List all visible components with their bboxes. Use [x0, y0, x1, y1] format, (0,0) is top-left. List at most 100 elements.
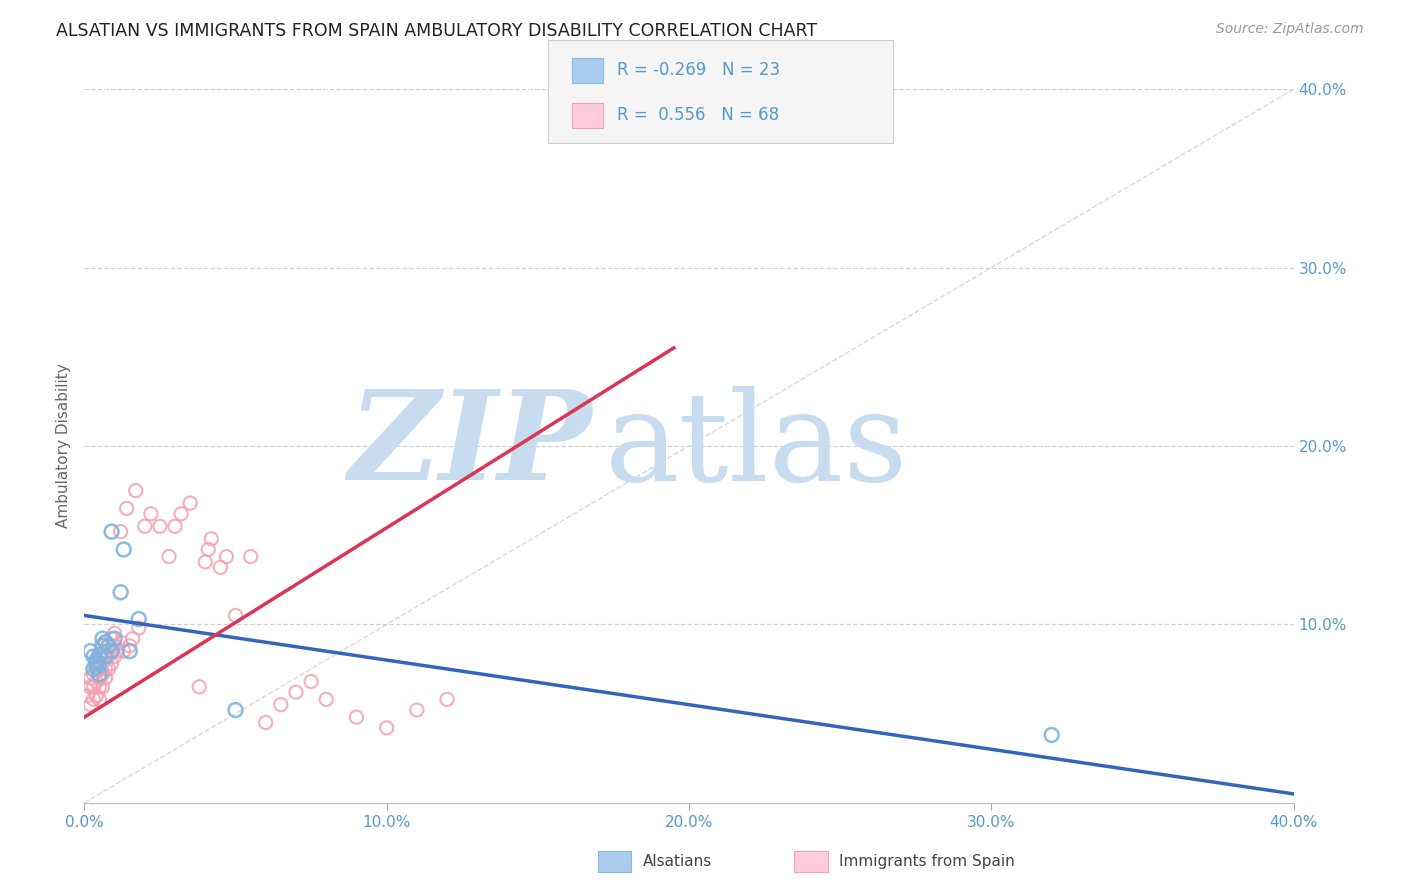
Point [110, 585, 132, 599]
Point [82, 692, 104, 706]
Point [79, 680, 101, 694]
Point [91, 639, 114, 653]
Point [86, 689, 108, 703]
Point [209, 560, 232, 574]
Text: R =  0.556   N = 68: R = 0.556 N = 68 [617, 106, 779, 124]
Point [79, 698, 101, 712]
Point [315, 692, 337, 706]
Point [104, 626, 127, 640]
Point [375, 721, 398, 735]
Point [134, 519, 156, 533]
Point [82, 680, 104, 694]
Point [91, 639, 114, 653]
Point [115, 501, 138, 516]
Point [157, 549, 180, 564]
Point [91, 667, 114, 681]
Point [89, 648, 111, 662]
Text: atlas: atlas [605, 385, 908, 507]
Text: Source: ZipAtlas.com: Source: ZipAtlas.com [1216, 22, 1364, 37]
Point [239, 549, 262, 564]
Point [82, 662, 104, 676]
Point [110, 635, 132, 649]
Point [139, 507, 162, 521]
Point [200, 532, 222, 546]
Point [89, 657, 111, 671]
Point [100, 657, 122, 671]
Point [104, 649, 127, 664]
Point [89, 671, 111, 685]
Point [1040, 728, 1063, 742]
Point [82, 649, 104, 664]
Point [79, 671, 101, 685]
Point [100, 644, 122, 658]
Point [94, 662, 117, 676]
Text: Alsatians: Alsatians [643, 855, 711, 869]
Text: R = -0.269   N = 23: R = -0.269 N = 23 [617, 62, 780, 79]
Point [346, 710, 368, 724]
Point [97, 662, 120, 676]
Point [86, 657, 108, 671]
Y-axis label: Ambulatory Disability: Ambulatory Disability [56, 364, 72, 528]
Point [112, 644, 135, 658]
Point [436, 692, 458, 706]
Point [94, 644, 117, 658]
Text: Immigrants from Spain: Immigrants from Spain [839, 855, 1015, 869]
Point [97, 649, 120, 664]
Point [104, 639, 127, 653]
Point [91, 632, 114, 646]
Point [125, 483, 148, 498]
Point [104, 632, 127, 646]
Point [91, 657, 114, 671]
Point [94, 635, 117, 649]
Point [86, 674, 108, 689]
Point [128, 621, 150, 635]
Point [100, 524, 122, 539]
Point [89, 662, 111, 676]
Point [97, 639, 120, 653]
Point [100, 632, 122, 646]
Point [188, 680, 211, 694]
Point [76, 689, 98, 703]
Point [97, 639, 120, 653]
Point [121, 632, 143, 646]
Point [225, 703, 247, 717]
Point [86, 660, 108, 674]
Point [170, 507, 193, 521]
Point [94, 671, 117, 685]
Point [128, 612, 150, 626]
Point [82, 667, 104, 681]
Point [110, 524, 132, 539]
Point [91, 649, 114, 664]
Point [165, 519, 187, 533]
Text: ALSATIAN VS IMMIGRANTS FROM SPAIN AMBULATORY DISABILITY CORRELATION CHART: ALSATIAN VS IMMIGRANTS FROM SPAIN AMBULA… [56, 22, 817, 40]
Point [86, 653, 108, 667]
Point [79, 644, 101, 658]
Text: ZIP: ZIP [349, 385, 592, 507]
Point [215, 549, 238, 564]
Point [118, 644, 141, 658]
Point [270, 698, 292, 712]
Point [89, 649, 111, 664]
Point [107, 644, 129, 658]
Point [299, 674, 322, 689]
Point [89, 667, 111, 681]
Point [285, 685, 308, 699]
Point [94, 649, 117, 664]
Point [406, 703, 429, 717]
Point [197, 542, 219, 557]
Point [91, 680, 114, 694]
Point [94, 635, 117, 649]
Point [149, 519, 172, 533]
Point [100, 644, 122, 658]
Point [225, 608, 247, 623]
Point [89, 692, 111, 706]
Point [94, 649, 117, 664]
Point [86, 662, 108, 676]
Point [112, 542, 135, 557]
Point [179, 496, 201, 510]
Point [254, 715, 277, 730]
Point [86, 653, 108, 667]
Point [89, 680, 111, 694]
Point [118, 639, 141, 653]
Point [194, 555, 217, 569]
